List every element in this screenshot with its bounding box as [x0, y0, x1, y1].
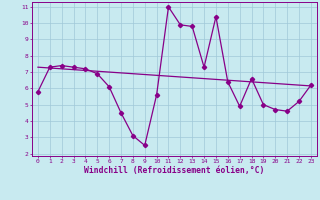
X-axis label: Windchill (Refroidissement éolien,°C): Windchill (Refroidissement éolien,°C)	[84, 166, 265, 175]
